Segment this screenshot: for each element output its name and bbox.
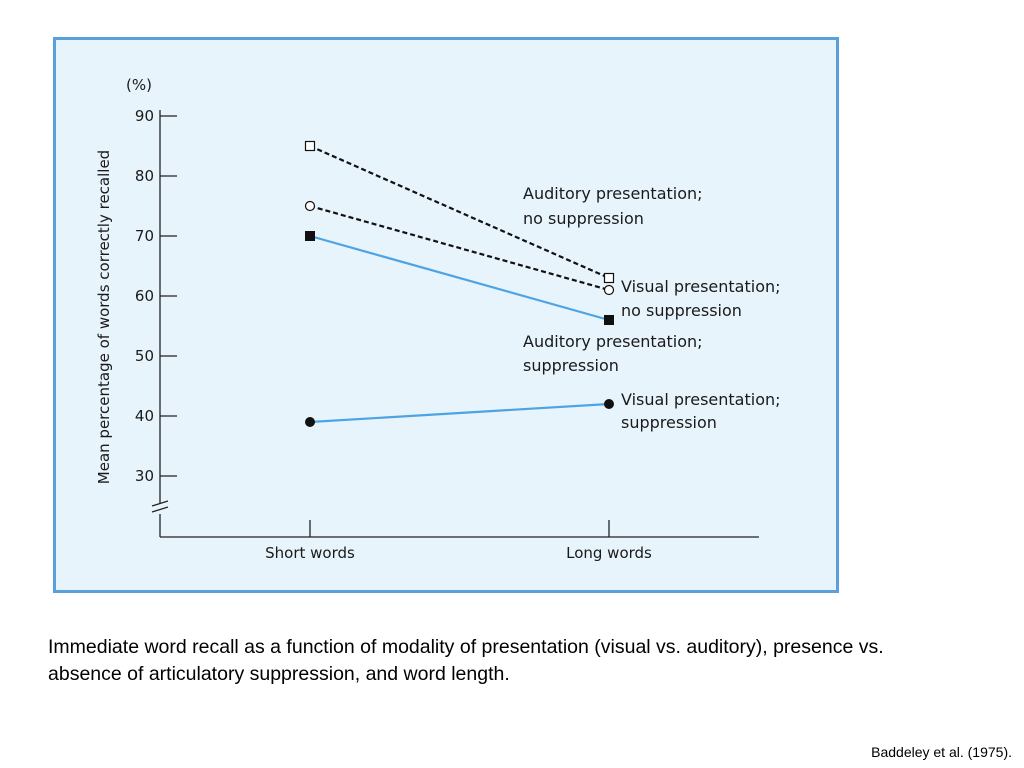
series-line [309, 204, 610, 292]
source-citation: Baddeley et al. (1975). [871, 744, 1012, 760]
x-tick-label: Short words [265, 544, 355, 562]
series-label: Visual presentation; [621, 277, 781, 296]
y-tick-label: 90 [135, 107, 154, 125]
series-label: Auditory presentation; [523, 184, 703, 203]
series-label: Auditory presentation; [523, 332, 703, 351]
filled-circle-marker [305, 417, 315, 427]
series-label: suppression [621, 413, 717, 432]
series-label: Visual presentation; [621, 390, 781, 409]
series-label: no suppression [621, 301, 742, 320]
y-axis-title: Mean percentage of words correctly recal… [95, 150, 113, 484]
x-tick-label: Long words [566, 544, 652, 562]
series-line [309, 234, 610, 322]
series-label: suppression [523, 356, 619, 375]
y-tick-label: 70 [135, 227, 154, 245]
y-tick-label: 30 [135, 467, 154, 485]
y-tick-label: 80 [135, 167, 154, 185]
axis-break-mark [151, 500, 169, 507]
open-square-marker [304, 140, 316, 152]
series-label: no suppression [523, 209, 644, 228]
figure-caption: Immediate word recall as a function of m… [48, 636, 884, 685]
line-chart: 30 40 50 60 70 80 90 (%) Mean percentage of word… [95, 76, 781, 562]
axis-break-mark [151, 506, 169, 513]
y-unit-label: (%) [126, 76, 152, 94]
figure-panel: 30 40 50 60 70 80 90 (%) Mean percentage of word… [53, 37, 839, 593]
filled-square-marker [604, 315, 614, 325]
y-tick-label: 50 [135, 347, 154, 365]
open-circle-marker [304, 200, 316, 212]
series-line [309, 402, 610, 424]
filled-square-marker [305, 231, 315, 241]
filled-circle-marker [604, 399, 614, 409]
y-tick-label: 60 [135, 287, 154, 305]
y-tick-label: 40 [135, 407, 154, 425]
series-line [309, 144, 610, 280]
open-square-marker [603, 272, 615, 284]
open-circle-marker [603, 284, 615, 296]
